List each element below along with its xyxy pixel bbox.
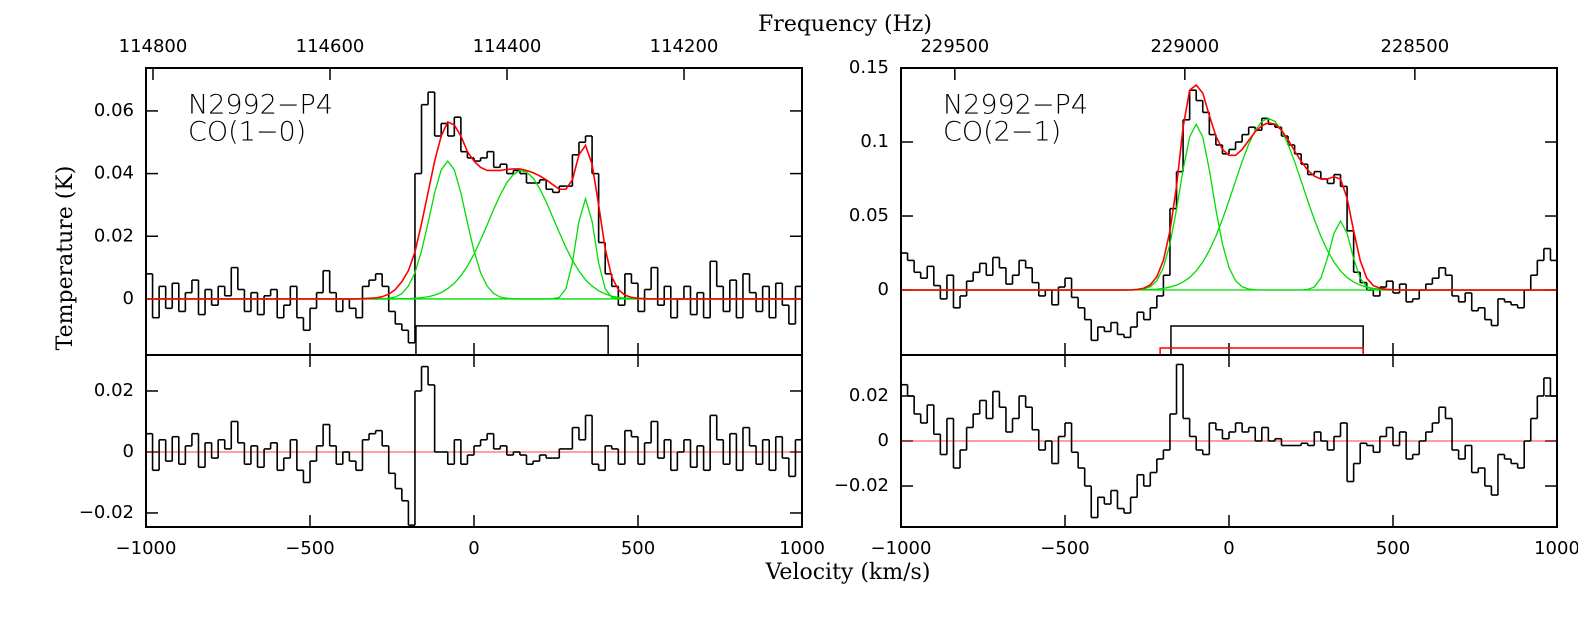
spectrum-subtitle: CO(2−1) bbox=[943, 117, 1061, 148]
y-tick-label: 0 bbox=[878, 279, 889, 300]
gaussian-component bbox=[146, 196, 802, 300]
temperature-axis-title: Temperature (K) bbox=[53, 166, 78, 351]
x2-tick-label: 114800 bbox=[119, 36, 188, 57]
x-tick-label: 500 bbox=[621, 538, 655, 559]
x2-tick-label: 229500 bbox=[920, 36, 989, 57]
x-tick-label: −1000 bbox=[871, 538, 932, 559]
line-window bbox=[1159, 347, 1364, 355]
y-tick-label: 0.1 bbox=[860, 131, 889, 152]
x2-tick-label: 114200 bbox=[650, 36, 719, 57]
y-tick-label: 0 bbox=[123, 288, 134, 309]
y-tick-label: 0.04 bbox=[94, 163, 134, 184]
residual-y-tick-label: 0.02 bbox=[94, 380, 134, 401]
y-tick-label: 0.05 bbox=[849, 205, 889, 226]
y-tick-label: 0.06 bbox=[94, 100, 134, 121]
line-window bbox=[415, 325, 609, 355]
spectrum-subtitle: CO(1−0) bbox=[188, 117, 306, 148]
x2-tick-label: 114400 bbox=[473, 36, 542, 57]
x2-tick-label: 228500 bbox=[1380, 36, 1449, 57]
residual-y-tick-label: −0.02 bbox=[79, 502, 134, 523]
x-tick-label: −500 bbox=[285, 538, 334, 559]
residual-y-tick-label: 0 bbox=[878, 430, 889, 451]
x2-tick-label: 229000 bbox=[1150, 36, 1219, 57]
x-tick-label: 500 bbox=[1376, 538, 1410, 559]
x-tick-label: 1000 bbox=[1534, 538, 1578, 559]
x2-tick-label: 114600 bbox=[296, 36, 365, 57]
gaussian-component bbox=[901, 219, 1557, 291]
x-tick-label: −500 bbox=[1040, 538, 1089, 559]
residual-frame bbox=[900, 354, 1558, 528]
gaussian-component bbox=[146, 169, 802, 300]
x-tick-label: 0 bbox=[1223, 538, 1234, 559]
frequency-axis-title: Frequency (Hz) bbox=[758, 12, 932, 37]
gaussian-component bbox=[146, 159, 802, 300]
fit-curve bbox=[146, 120, 802, 300]
residual-frame bbox=[145, 354, 803, 528]
y-tick-label: 0.02 bbox=[94, 225, 134, 246]
residual-y-tick-label: 0.02 bbox=[849, 385, 889, 406]
velocity-axis-title: Velocity (km/s) bbox=[765, 560, 931, 585]
residual-y-tick-label: 0 bbox=[123, 441, 134, 462]
spectrum-title: N2992−P4 bbox=[188, 90, 333, 121]
spectrum-title: N2992−P4 bbox=[943, 90, 1088, 121]
x-tick-label: 0 bbox=[468, 538, 479, 559]
x-tick-label: −1000 bbox=[116, 538, 177, 559]
residual-y-tick-label: −0.02 bbox=[834, 475, 889, 496]
y-tick-label: 0.15 bbox=[849, 57, 889, 78]
fit-curve bbox=[901, 83, 1557, 291]
line-window bbox=[1170, 325, 1364, 355]
x-tick-label: 1000 bbox=[779, 538, 825, 559]
